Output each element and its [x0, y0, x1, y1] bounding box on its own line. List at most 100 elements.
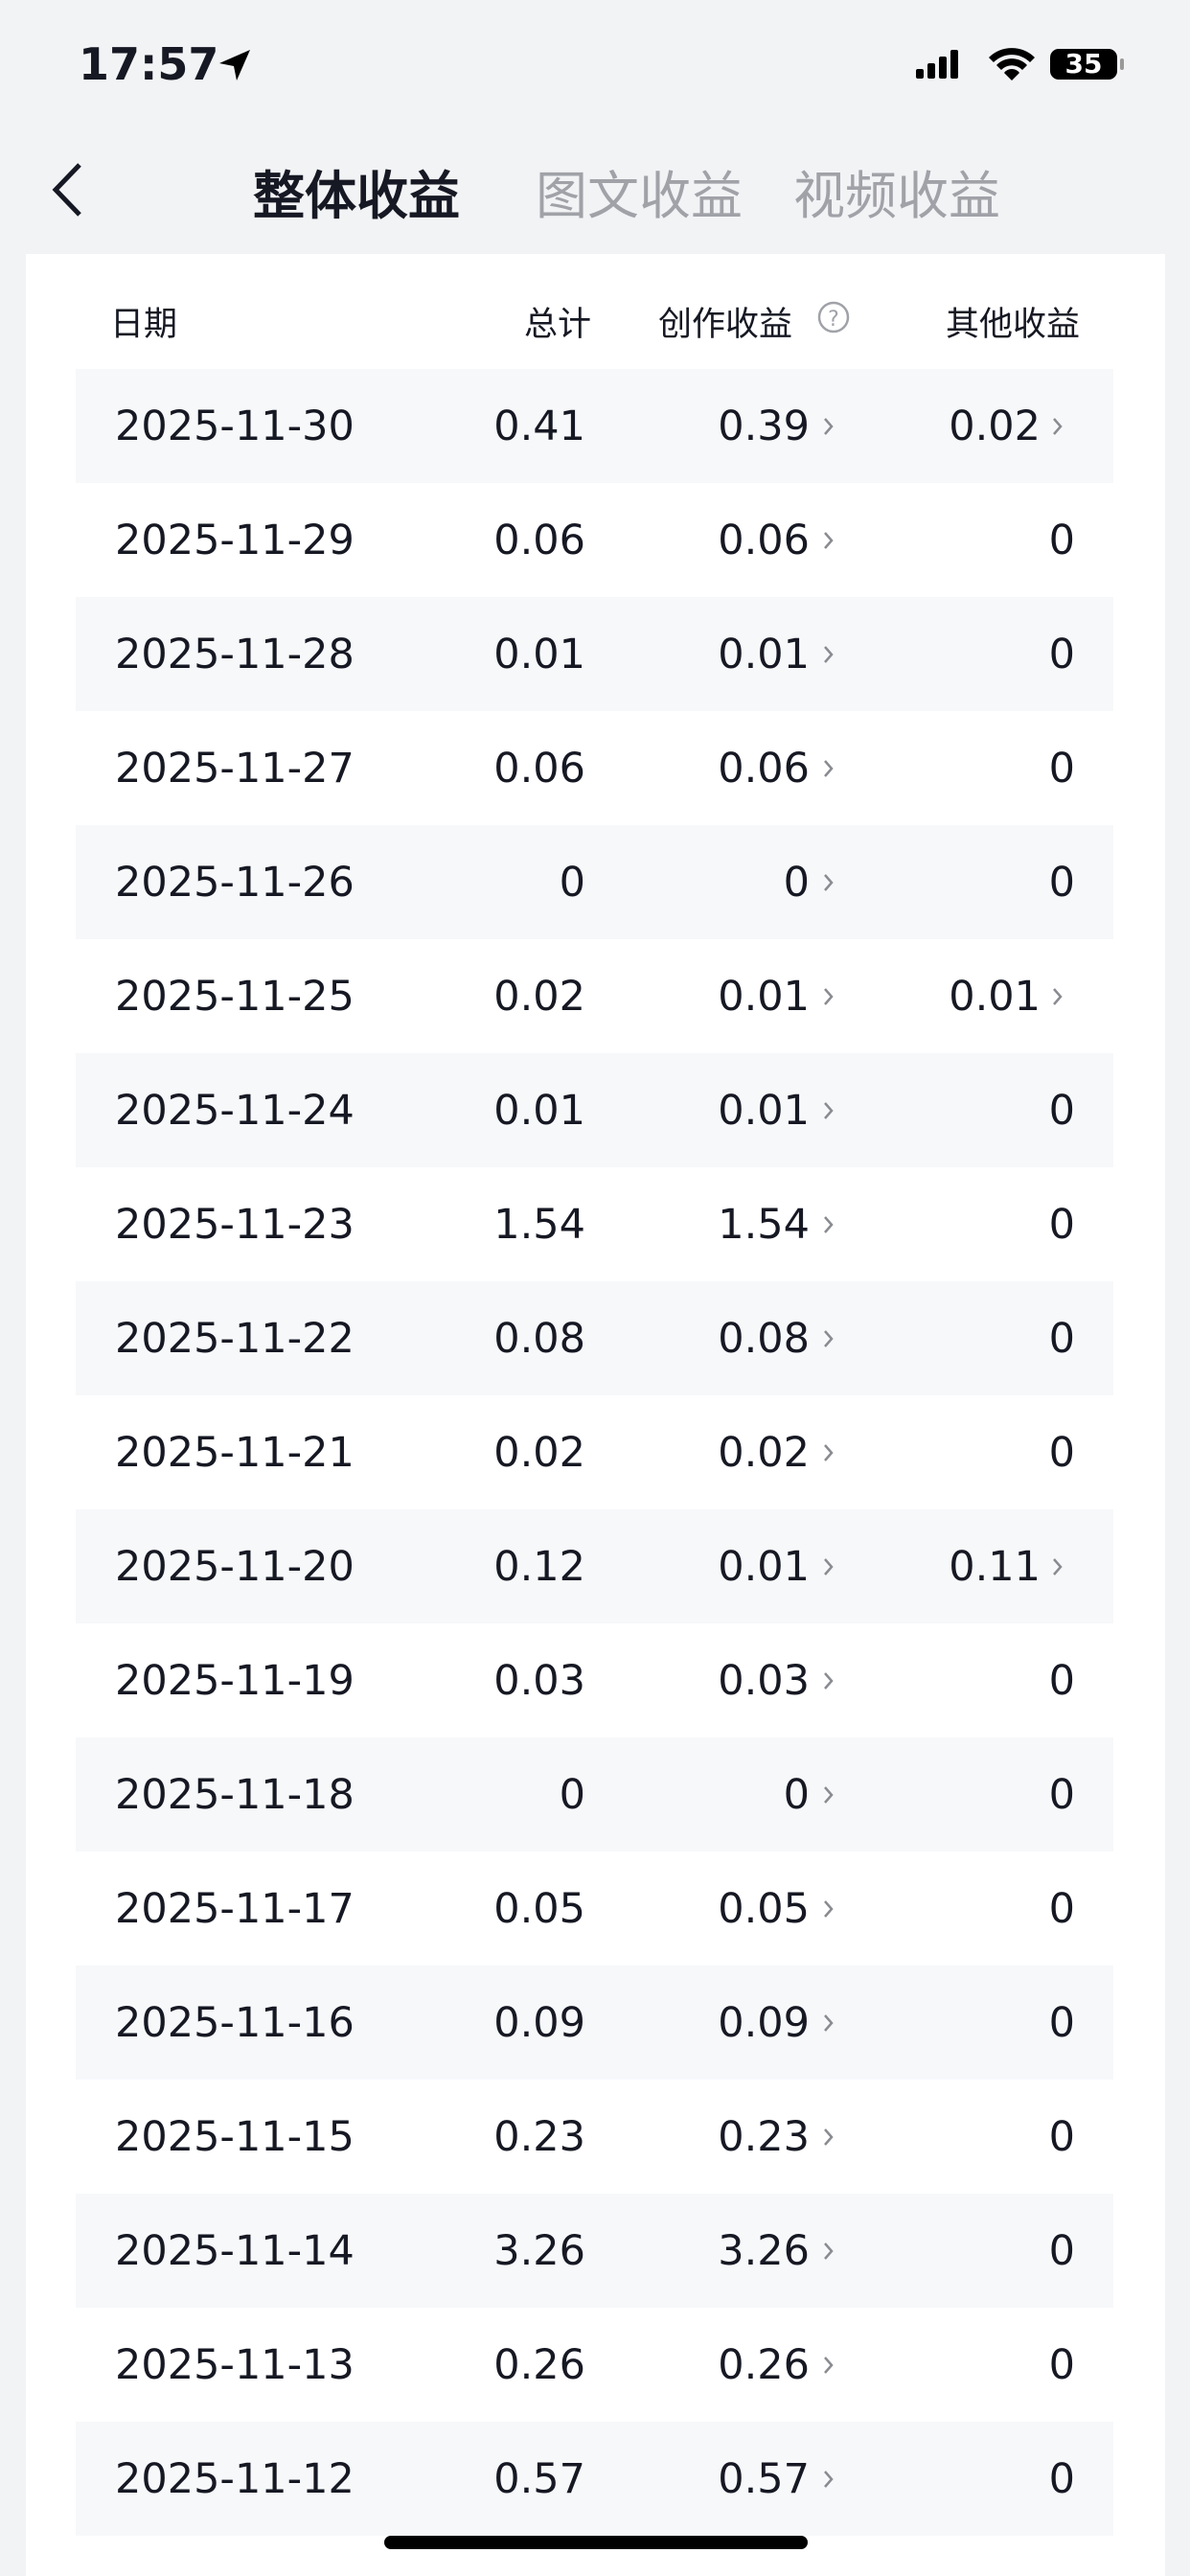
creation-income[interactable]: 0.01 [718, 973, 810, 1021]
other-income[interactable]: 0.02 [949, 402, 1041, 450]
creation-income[interactable]: 0.06 [718, 745, 810, 793]
chevron [823, 1093, 835, 1128]
other-income: 0 [1048, 2113, 1075, 2161]
table-row: 2025-11-16 0.09 0.09 0 [76, 1966, 1113, 2080]
chevron [823, 1550, 835, 1584]
total: 0.01 [493, 1087, 585, 1135]
other-income: 0 [1048, 1087, 1075, 1135]
creation-income[interactable]: 0.05 [718, 1885, 810, 1933]
table-row: 2025-11-21 0.02 0.02 0 [76, 1395, 1113, 1509]
total: 0.08 [493, 1315, 585, 1363]
table-row: 2025-11-26 0 0 0 [76, 825, 1113, 939]
header-other: 其他收益 [945, 306, 1080, 344]
battery-level: 35 [1065, 48, 1103, 80]
table-row: 2025-11-29 0.06 0.06 0 [76, 483, 1113, 597]
other-income: 0 [1048, 859, 1075, 907]
table-row: 2025-11-22 0.08 0.08 0 [76, 1281, 1113, 1395]
creation-income[interactable]: 0.01 [718, 1543, 810, 1591]
chevron [823, 1208, 835, 1242]
creation-income[interactable]: 0.26 [718, 2341, 810, 2389]
tab[interactable]: 整体收益 [253, 166, 460, 226]
other-income: 0 [1048, 631, 1075, 678]
help-icon[interactable]: ? [816, 300, 851, 334]
table-row: 2025-11-30 0.41 0.39 0.02 [76, 369, 1113, 483]
status-icons: 35 [916, 48, 1124, 80]
total: 0.02 [493, 973, 585, 1021]
creation-income[interactable]: 0 [783, 1771, 810, 1819]
creation-income[interactable]: 0.39 [718, 402, 810, 450]
creation-income[interactable]: 0.09 [718, 1999, 810, 2047]
date: 2025-11-25 [115, 973, 355, 1021]
chevron [1052, 1550, 1064, 1584]
date: 2025-11-20 [115, 1543, 355, 1591]
tab[interactable]: 图文收益 [536, 166, 743, 226]
creation-income[interactable]: 0.01 [718, 1087, 810, 1135]
date: 2025-11-15 [115, 2113, 355, 2161]
chevron [823, 865, 835, 900]
total: 0.09 [493, 1999, 585, 2047]
other-income[interactable]: 0.11 [949, 1543, 1041, 1591]
chevron [823, 2006, 835, 2040]
header-creation: 创作收益 [658, 306, 793, 344]
total: 0.57 [493, 2455, 585, 2503]
creation-income[interactable]: 0.08 [718, 1315, 810, 1363]
creation-income[interactable]: 0.03 [718, 1657, 810, 1705]
svg-text:?: ? [828, 308, 839, 332]
other-income: 0 [1048, 1657, 1075, 1705]
other-income: 0 [1048, 1885, 1075, 1933]
chevron [823, 751, 835, 786]
other-income: 0 [1048, 1429, 1075, 1477]
creation-income[interactable]: 1.54 [718, 1201, 810, 1249]
date: 2025-11-14 [115, 2227, 355, 2275]
chevron [823, 1664, 835, 1698]
other-income[interactable]: 0.01 [949, 973, 1041, 1021]
date: 2025-11-21 [115, 1429, 355, 1477]
total: 1.54 [493, 1201, 585, 1249]
chevron [1052, 409, 1064, 444]
chevron [823, 1322, 835, 1356]
table-row: 2025-11-17 0.05 0.05 0 [76, 1852, 1113, 1966]
date: 2025-11-29 [115, 517, 355, 564]
total: 0.06 [493, 517, 585, 564]
table-row: 2025-11-19 0.03 0.03 0 [76, 1623, 1113, 1737]
chevron [823, 979, 835, 1014]
chevron [823, 1778, 835, 1812]
date: 2025-11-17 [115, 1885, 355, 1933]
date: 2025-11-28 [115, 631, 355, 678]
total: 0 [559, 859, 585, 907]
creation-income[interactable]: 0.06 [718, 517, 810, 564]
table-row: 2025-11-14 3.26 3.26 0 [76, 2194, 1113, 2308]
chevron [823, 637, 835, 672]
table-row: 2025-11-27 0.06 0.06 0 [76, 711, 1113, 825]
home-indicator [384, 2536, 808, 2549]
chevron [823, 1436, 835, 1470]
chevron [823, 2348, 835, 2382]
chevron [823, 2462, 835, 2496]
date: 2025-11-23 [115, 1201, 355, 1249]
location-icon [219, 50, 250, 80]
other-income: 0 [1048, 745, 1075, 793]
total: 3.26 [493, 2227, 585, 2275]
tab[interactable]: 视频收益 [793, 166, 1000, 226]
creation-income[interactable]: 0.57 [718, 2455, 810, 2503]
total: 0.01 [493, 631, 585, 678]
total: 0 [559, 1771, 585, 1819]
back-button[interactable] [48, 161, 86, 218]
creation-income[interactable]: 3.26 [718, 2227, 810, 2275]
chevron [823, 2234, 835, 2268]
table-row: 2025-11-28 0.01 0.01 0 [76, 597, 1113, 711]
other-income: 0 [1048, 2341, 1075, 2389]
date: 2025-11-30 [115, 402, 355, 450]
creation-income[interactable]: 0.02 [718, 1429, 810, 1477]
other-income: 0 [1048, 1315, 1075, 1363]
total: 0.26 [493, 2341, 585, 2389]
creation-income[interactable]: 0.01 [718, 631, 810, 678]
date: 2025-11-26 [115, 859, 355, 907]
chevron [1052, 979, 1064, 1014]
total: 0.23 [493, 2113, 585, 2161]
creation-income[interactable]: 0 [783, 859, 810, 907]
table-row: 2025-11-20 0.12 0.01 0.11 [76, 1509, 1113, 1623]
creation-income[interactable]: 0.23 [718, 2113, 810, 2161]
chevron [823, 409, 835, 444]
